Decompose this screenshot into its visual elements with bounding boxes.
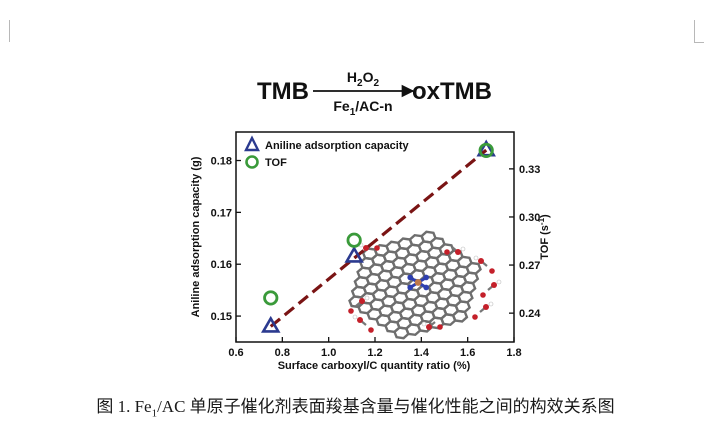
y-axis-right: 0.24 0.27 0.30 0.33 [509,164,541,320]
x-tick-label: 1.6 [460,347,475,359]
hydrogen-atom [352,314,358,320]
y-right-tick-label: 0.33 [519,164,540,176]
oxygen-atom [478,258,484,264]
oxygen-atom [374,245,380,251]
y-left-tick-label: 0.17 [211,207,232,219]
x-tick-label: 1.2 [367,347,382,359]
y-axis-left: 0.15 0.16 0.17 0.18 [211,156,241,323]
oxygen-atom [368,327,374,333]
nitrogen-atom [423,284,429,291]
oxygen-atom [359,298,365,304]
oxygen-atom [363,245,369,251]
caption-text: /AC 单原子催化剂表面羧基含量与催化性能之间的构效关系图 [157,397,615,416]
graphene-hexagon [465,261,482,275]
series-tof-markers [263,142,494,306]
catalyst-label: Fe1/AC-n [333,98,392,118]
product-label: oxTMB [412,78,492,105]
chart: 0.6 0.8 1.0 1.2 1.4 1.6 1.8 0.15 0.16 0.17 0.18 0… [190,131,551,372]
oxygen-atom [426,324,432,330]
legend: Aniline adsorption capacity TOF [244,135,410,169]
oxygen-atom [455,249,461,255]
y-left-tick-label: 0.18 [211,156,232,168]
x-tick-label: 0.8 [275,347,290,359]
oxygen-atom [489,268,495,274]
hydrogen-atom [460,246,466,252]
oxygen-atom [348,308,354,314]
y-right-tick-label: 0.27 [519,260,540,272]
legend-label-tof: TOF [265,157,287,169]
trend-line [269,148,488,328]
oxygen-atom [357,317,363,323]
legend-circle-icon [245,155,259,169]
y-axis-left-label: Aniline adsorption capacity (g) [190,156,202,317]
legend-triangle-icon [244,135,260,152]
reactant-label: TMB [257,78,309,105]
nitrogen-atom [423,274,429,281]
tof-point [263,290,279,306]
oxygen-atom [444,249,450,255]
x-tick-label: 1.0 [321,347,336,359]
y-right-tick-label: 0.24 [519,308,541,320]
y-left-tick-label: 0.15 [211,311,232,323]
tof-point [346,232,362,248]
nitrogen-atom [407,284,413,291]
hydrogen-atom [496,279,502,285]
x-tick-label: 1.8 [506,347,521,359]
caption-subscript: 1 [151,407,158,420]
y-left-tick-label: 0.16 [211,259,232,271]
hydrogen-atom [473,255,479,261]
crop-mark-right [694,20,704,43]
reagent-label: H2O2 [347,69,380,89]
figure-caption: 图 1. Fe1/AC 单原子催化剂表面羧基含量与催化性能之间的构效关系图 [0,392,711,419]
iron-atom [414,279,422,286]
legend-label-aniline: Aniline adsorption capacity [265,140,410,152]
hydrogen-atom [488,301,494,307]
aniline-point [260,315,281,333]
y-axis-right-label: TOF (s-1) [537,214,551,260]
x-axis-label: Surface carboxyl/C quantity ratio (%) [278,360,471,372]
y-right-tick-label: 0.30 [519,212,540,224]
aniline-point [344,245,364,263]
tof-point [478,142,494,159]
oxygen-atom [480,292,486,298]
oxygen-atom [437,324,443,330]
x-tick-label: 1.4 [414,347,430,359]
crop-mark-left [0,20,10,42]
x-axis: 0.6 0.8 1.0 1.2 1.4 1.6 1.8 [228,337,522,359]
series-aniline-markers [260,139,496,333]
nitrogen-atom [407,274,413,281]
oxygen-atom [491,282,497,288]
caption-prefix: 图 1. Fe [96,397,152,416]
aniline-point [476,139,496,157]
hydrogen-atom [364,295,370,301]
oxygen-atom [483,304,489,310]
oxygen-atom [472,314,478,320]
reaction-scheme: TMB H2O2 Fe1/AC-n oxTMB [257,69,492,118]
hydrogen-atom [421,321,427,327]
graphene-sheet-model [348,230,502,340]
x-tick-label: 0.6 [228,347,243,359]
